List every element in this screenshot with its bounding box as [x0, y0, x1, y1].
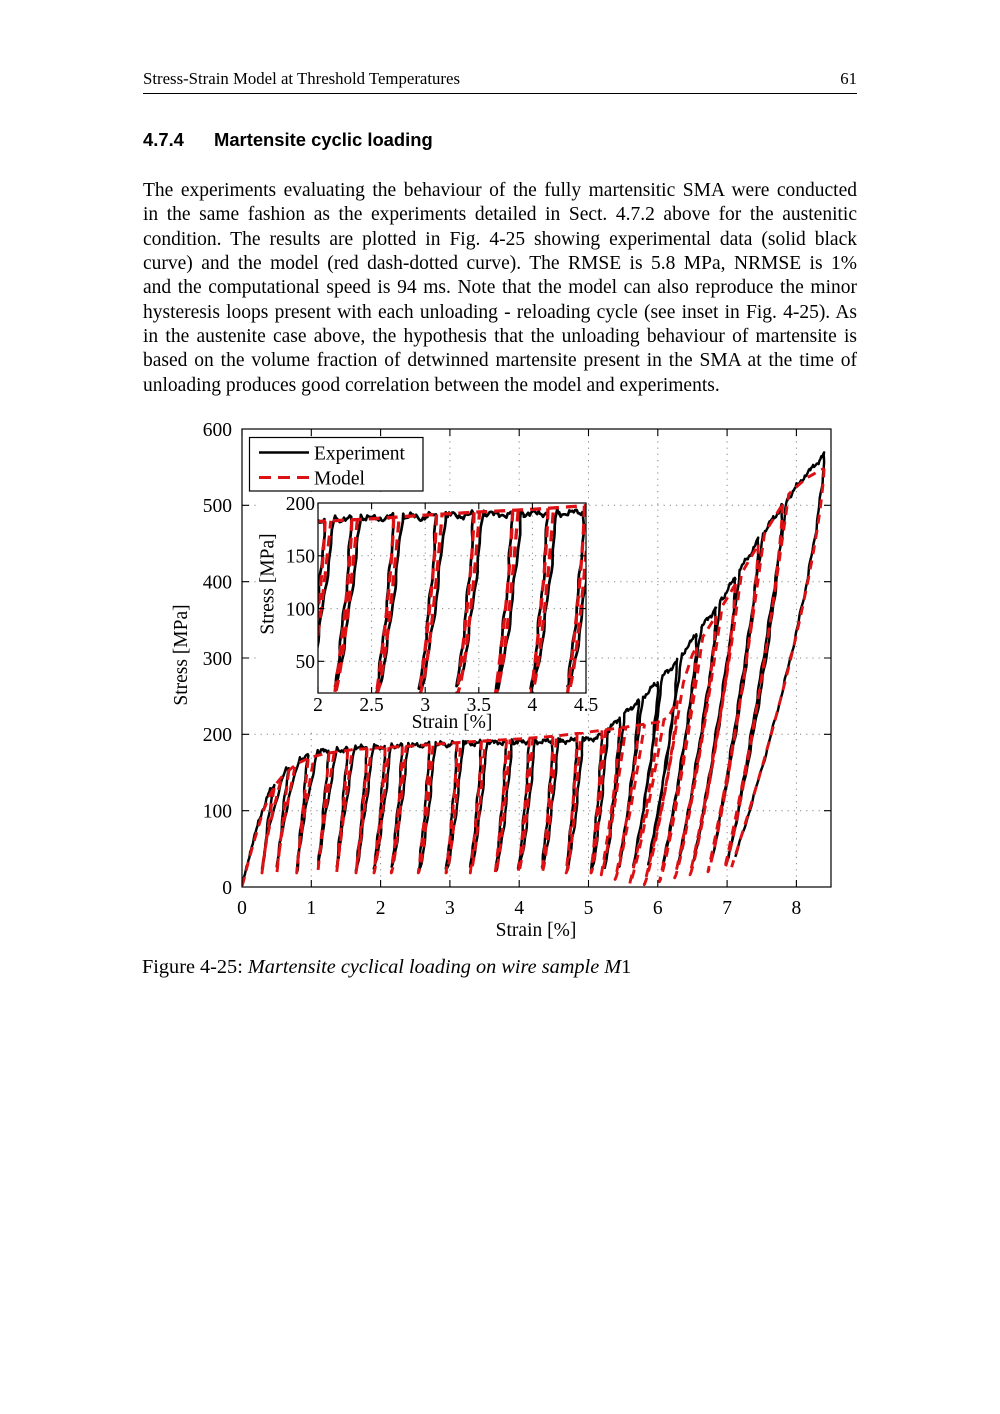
svg-text:600: 600 [203, 420, 232, 441]
svg-text:0: 0 [222, 878, 232, 899]
svg-text:50: 50 [296, 652, 316, 673]
svg-text:8: 8 [792, 898, 802, 919]
svg-text:Stress [MPa]: Stress [MPa] [258, 533, 279, 634]
svg-text:3: 3 [420, 695, 430, 716]
svg-text:300: 300 [203, 649, 232, 670]
svg-text:Model: Model [314, 469, 365, 490]
svg-text:3: 3 [445, 898, 455, 919]
svg-text:200: 200 [203, 725, 232, 746]
svg-text:2.5: 2.5 [359, 695, 383, 716]
svg-text:4: 4 [528, 695, 538, 716]
svg-text:4: 4 [514, 898, 524, 919]
svg-text:2: 2 [376, 898, 386, 919]
svg-text:1: 1 [306, 898, 316, 919]
svg-text:500: 500 [203, 496, 232, 517]
svg-text:100: 100 [203, 802, 232, 823]
svg-text:5: 5 [584, 898, 594, 919]
svg-text:Strain [%]: Strain [%] [412, 712, 493, 733]
svg-text:0: 0 [237, 898, 247, 919]
svg-text:Strain [%]: Strain [%] [496, 920, 577, 941]
svg-text:6: 6 [653, 898, 663, 919]
svg-text:150: 150 [286, 547, 315, 568]
svg-text:100: 100 [286, 599, 315, 620]
svg-text:3.5: 3.5 [467, 695, 491, 716]
svg-text:2: 2 [313, 695, 323, 716]
svg-text:Experiment: Experiment [314, 444, 406, 465]
svg-text:400: 400 [203, 573, 232, 594]
svg-text:200: 200 [286, 494, 315, 515]
svg-text:Stress [MPa]: Stress [MPa] [171, 604, 192, 705]
svg-text:7: 7 [722, 898, 732, 919]
svg-text:4.5: 4.5 [574, 695, 598, 716]
